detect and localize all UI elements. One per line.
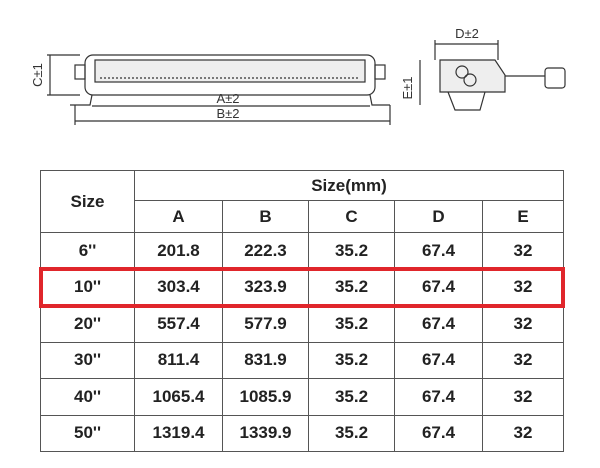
- table-cell: 67.4: [394, 305, 483, 343]
- table-cell: 811.4: [134, 341, 223, 379]
- dim-label: A±2: [216, 91, 239, 106]
- table-cell: 1319.4: [134, 414, 223, 452]
- corner-header: Size: [40, 170, 135, 233]
- table-cell: 1065.4: [134, 378, 223, 416]
- table-cell: 35.2: [308, 268, 395, 306]
- table-cell: 32: [482, 378, 564, 416]
- table-cell: 35.2: [308, 414, 395, 452]
- table-cell: 32: [482, 414, 564, 452]
- table-cell: 67.4: [394, 378, 483, 416]
- row-header: 40'': [40, 378, 135, 416]
- row-header: 30'': [40, 341, 135, 379]
- table-cell: 35.2: [308, 232, 395, 270]
- column-header: D: [394, 200, 483, 233]
- column-header: C: [308, 200, 395, 233]
- column-header: A: [134, 200, 223, 233]
- table-cell: 35.2: [308, 341, 395, 379]
- table-cell: 67.4: [394, 268, 483, 306]
- dim-label: C±1: [30, 63, 45, 87]
- table-cell: 1339.9: [222, 414, 309, 452]
- dim-label: D±2: [455, 26, 479, 41]
- table-cell: 32: [482, 341, 564, 379]
- group-header: Size(mm): [134, 170, 564, 201]
- table-cell: 201.8: [134, 232, 223, 270]
- table-cell: 831.9: [222, 341, 309, 379]
- table-cell: 35.2: [308, 378, 395, 416]
- table-cell: 1085.9: [222, 378, 309, 416]
- table-cell: 35.2: [308, 305, 395, 343]
- table-cell: 222.3: [222, 232, 309, 270]
- table-cell: 577.9: [222, 305, 309, 343]
- row-header: 50'': [40, 414, 135, 452]
- table-cell: 32: [482, 305, 564, 343]
- table-cell: 67.4: [394, 232, 483, 270]
- column-header: B: [222, 200, 309, 233]
- table-cell: 32: [482, 232, 564, 270]
- table-cell: 323.9: [222, 268, 309, 306]
- drawing: C±1 A±2 B±2 D±2 E±1: [30, 26, 566, 125]
- row-header: 20'': [40, 305, 135, 343]
- row-highlight: [39, 267, 565, 308]
- row-header: 6'': [40, 232, 135, 270]
- table-cell: 557.4: [134, 305, 223, 343]
- table-cell: 67.4: [394, 414, 483, 452]
- dim-label: E±1: [400, 76, 415, 99]
- dim-label: B±2: [216, 106, 239, 121]
- table-cell: 67.4: [394, 341, 483, 379]
- size-table: Size Size(mm) A B C D E 6'' 201.8 222.3 35.2 67.4 32…: [40, 170, 564, 452]
- column-header: E: [482, 200, 564, 233]
